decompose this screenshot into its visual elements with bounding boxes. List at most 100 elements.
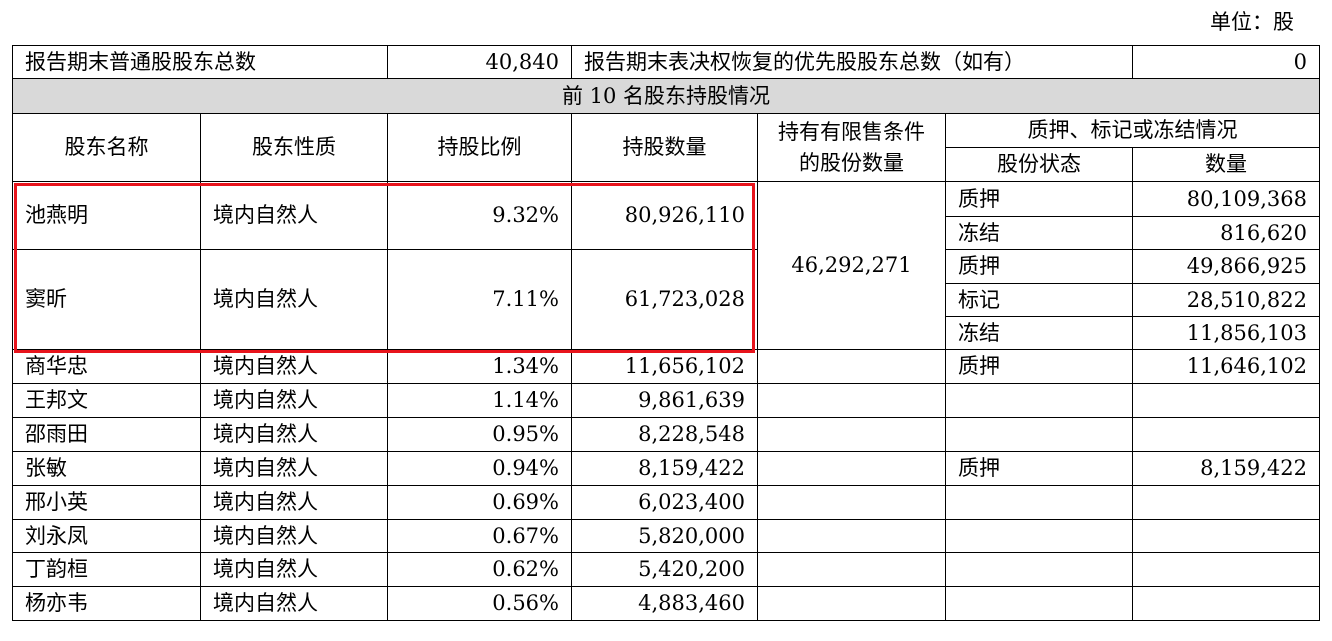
table-row: 冻结 816,620 [13,216,1321,250]
shareholder-name: 窦昕 [12,249,201,350]
table-row: 刘永凤 境内自然人 0.67% 5,820,000 [12,519,1321,553]
share-status: 冻结 [944,216,1134,250]
shareholding-ratio: 1.14% [387,383,572,418]
shareholder-nature: 境内自然人 [200,417,388,452]
shares-held: 61,723,028 [571,249,758,350]
shares-held: 11,656,102 [571,349,758,384]
header-nature: 股东性质 [200,113,388,182]
status-quantity: 816,620 [1132,216,1321,250]
header-name: 股东名称 [12,113,201,182]
status-quantity: 80,109,368 [1132,181,1321,217]
shares-held: 9,861,639 [571,383,758,418]
header-restricted: 持有有限售条件的股份数量 [757,113,946,182]
section-title: 前 10 名股东持股情况 [11,78,1321,114]
table-row: 王邦文 境内自然人 1.14% 9,861,639 [12,383,1321,418]
share-status: 质押 [944,249,1134,284]
table-row: 张敏 境内自然人 0.94% 8,159,422 质押 8,159,422 [12,451,1321,486]
status-quantity: 8,159,422 [1132,451,1321,486]
common-holders-label: 报告期末普通股股东总数 [12,45,388,79]
share-status [944,417,1134,452]
shares-held: 80,926,110 [571,181,758,250]
shareholder-nature: 境内自然人 [200,519,388,553]
shareholding-ratio: 9.32% [387,181,572,250]
status-quantity [1132,383,1321,418]
status-quantity [1132,417,1321,452]
restricted-shares [757,586,946,621]
restricted-shares [757,349,946,384]
shareholder-nature: 境内自然人 [200,181,388,250]
shareholding-ratio: 7.11% [387,249,572,350]
shareholder-name: 池燕明 [12,181,201,250]
status-quantity [1132,586,1321,621]
header-qty: 数量 [1132,147,1321,182]
shareholder-name: 邢小英 [12,485,201,520]
share-status [944,552,1134,587]
table-row: 标记 28,510,822 [13,283,1321,317]
shareholder-name: 张敏 [12,451,201,486]
shareholding-ratio: 0.94% [387,451,572,486]
shareholding-ratio: 0.56% [387,586,572,621]
section-title-row: 前 10 名股东持股情况 [11,78,1321,114]
share-status [944,383,1134,418]
shareholder-name: 丁韵桓 [12,552,201,587]
shareholding-ratio: 1.34% [387,349,572,384]
header-shares: 持股数量 [571,113,758,182]
status-quantity [1132,485,1321,520]
shareholder-name: 邵雨田 [12,417,201,452]
shareholder-nature: 境内自然人 [200,249,388,350]
shareholder-nature: 境内自然人 [200,451,388,486]
share-status: 冻结 [944,316,1134,350]
status-quantity: 11,856,103 [1132,316,1321,350]
status-quantity: 11,646,102 [1132,349,1321,384]
shares-held: 6,023,400 [571,485,758,520]
shareholder-name: 王邦文 [12,383,201,418]
shares-held: 4,883,460 [571,586,758,621]
header-pledge-group: 质押、标记或冻结情况 [944,113,1321,148]
shareholder-name: 商华忠 [12,349,201,384]
status-quantity: 49,866,925 [1132,249,1321,284]
share-status: 标记 [944,283,1134,317]
preferred-holders-value: 0 [1132,45,1321,79]
table-row: 冻结 11,856,103 [13,316,1321,350]
shareholder-nature: 境内自然人 [200,485,388,520]
shareholder-nature: 境内自然人 [200,383,388,418]
restricted-shares [757,451,946,486]
table-row: 池燕明 境内自然人 9.32% 80,926,110 46,292,271 质押 80,10… [12,181,1321,350]
shareholder-name: 刘永凤 [12,519,201,553]
header-ratio: 持股比例 [387,113,572,182]
shares-held: 8,159,422 [571,451,758,486]
share-status: 质押 [944,451,1134,486]
header-status: 股份状态 [944,147,1134,182]
share-status [944,586,1134,621]
restricted-shares [757,485,946,520]
restricted-shares: 46,292,271 [757,181,946,350]
shareholding-ratio: 0.95% [387,417,572,452]
header-row-2: 股份状态 数量 [13,147,1321,182]
status-quantity [1132,519,1321,553]
table-row: 窦昕 境内自然人 7.11% 61,723,028 质押 49,866,925 [12,249,1321,350]
shareholder-table: 报告期末普通股股东总数 40,840 报告期末表决权恢复的优先股股东总数（如有）… [11,45,1321,621]
shares-held: 5,820,000 [571,519,758,553]
status-quantity: 28,510,822 [1132,283,1321,317]
share-status [944,519,1134,553]
shares-held: 8,228,548 [571,417,758,452]
restricted-shares [757,383,946,418]
shareholder-name: 杨亦韦 [12,586,201,621]
share-status: 质押 [944,181,1134,217]
header-row-1: 股东名称 股东性质 持股比例 持股数量 持有有限售条件的股份数量 质押、标记或冻… [12,113,1321,182]
shareholder-nature: 境内自然人 [200,349,388,384]
table-row: 杨亦韦 境内自然人 0.56% 4,883,460 [12,586,1321,621]
shareholder-nature: 境内自然人 [200,586,388,621]
shareholding-ratio: 0.67% [387,519,572,553]
table-row: 商华忠 境内自然人 1.34% 11,656,102 质押 11,646,102 [12,349,1321,384]
common-holders-value: 40,840 [387,45,572,79]
table-row: 邢小英 境内自然人 0.69% 6,023,400 [12,485,1321,520]
share-status [944,485,1134,520]
shareholder-nature: 境内自然人 [200,552,388,587]
shares-held: 5,420,200 [571,552,758,587]
preferred-holders-label: 报告期末表决权恢复的优先股股东总数（如有） [570,45,1134,79]
shareholding-ratio: 0.69% [387,485,572,520]
summary-row: 报告期末普通股股东总数 40,840 报告期末表决权恢复的优先股股东总数（如有）… [12,45,1321,79]
status-quantity [1132,552,1321,587]
share-status: 质押 [944,349,1134,384]
